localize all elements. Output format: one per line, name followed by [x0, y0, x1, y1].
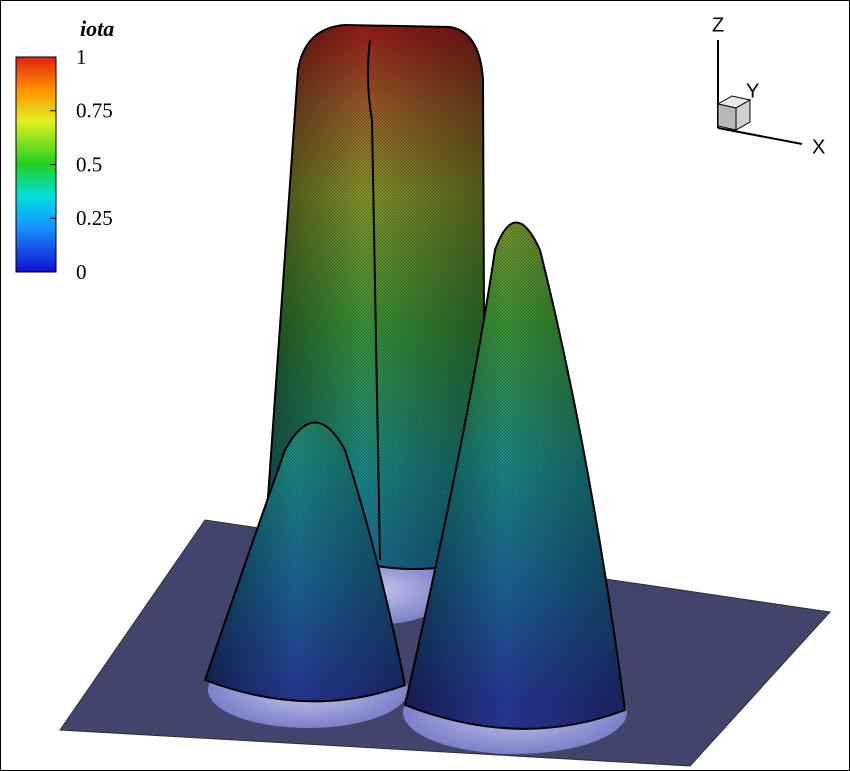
colorbar-tick-label: 0.5 — [76, 152, 102, 176]
axis-triad: Z Y X — [712, 14, 825, 158]
x-axis-label: X — [812, 136, 825, 158]
colorbar-tick-label: 0.75 — [76, 99, 113, 123]
triad-box-front — [717, 103, 737, 131]
column-ridge — [366, 39, 381, 561]
y-axis-label: Y — [746, 80, 759, 102]
x-axis-line — [717, 127, 803, 145]
left-cone-mesh — [205, 422, 405, 702]
z-axis-label: Z — [712, 14, 724, 36]
colorbar-tick-label: 1 — [76, 45, 87, 69]
right-cone-mesh — [405, 222, 625, 729]
colorbar-title: iota — [80, 16, 114, 41]
triad-box-side — [735, 99, 751, 131]
colorbar — [15, 56, 57, 273]
colorbar-tick-label: 0.25 — [76, 206, 113, 230]
colorbar-tick-label: 0 — [76, 260, 87, 284]
